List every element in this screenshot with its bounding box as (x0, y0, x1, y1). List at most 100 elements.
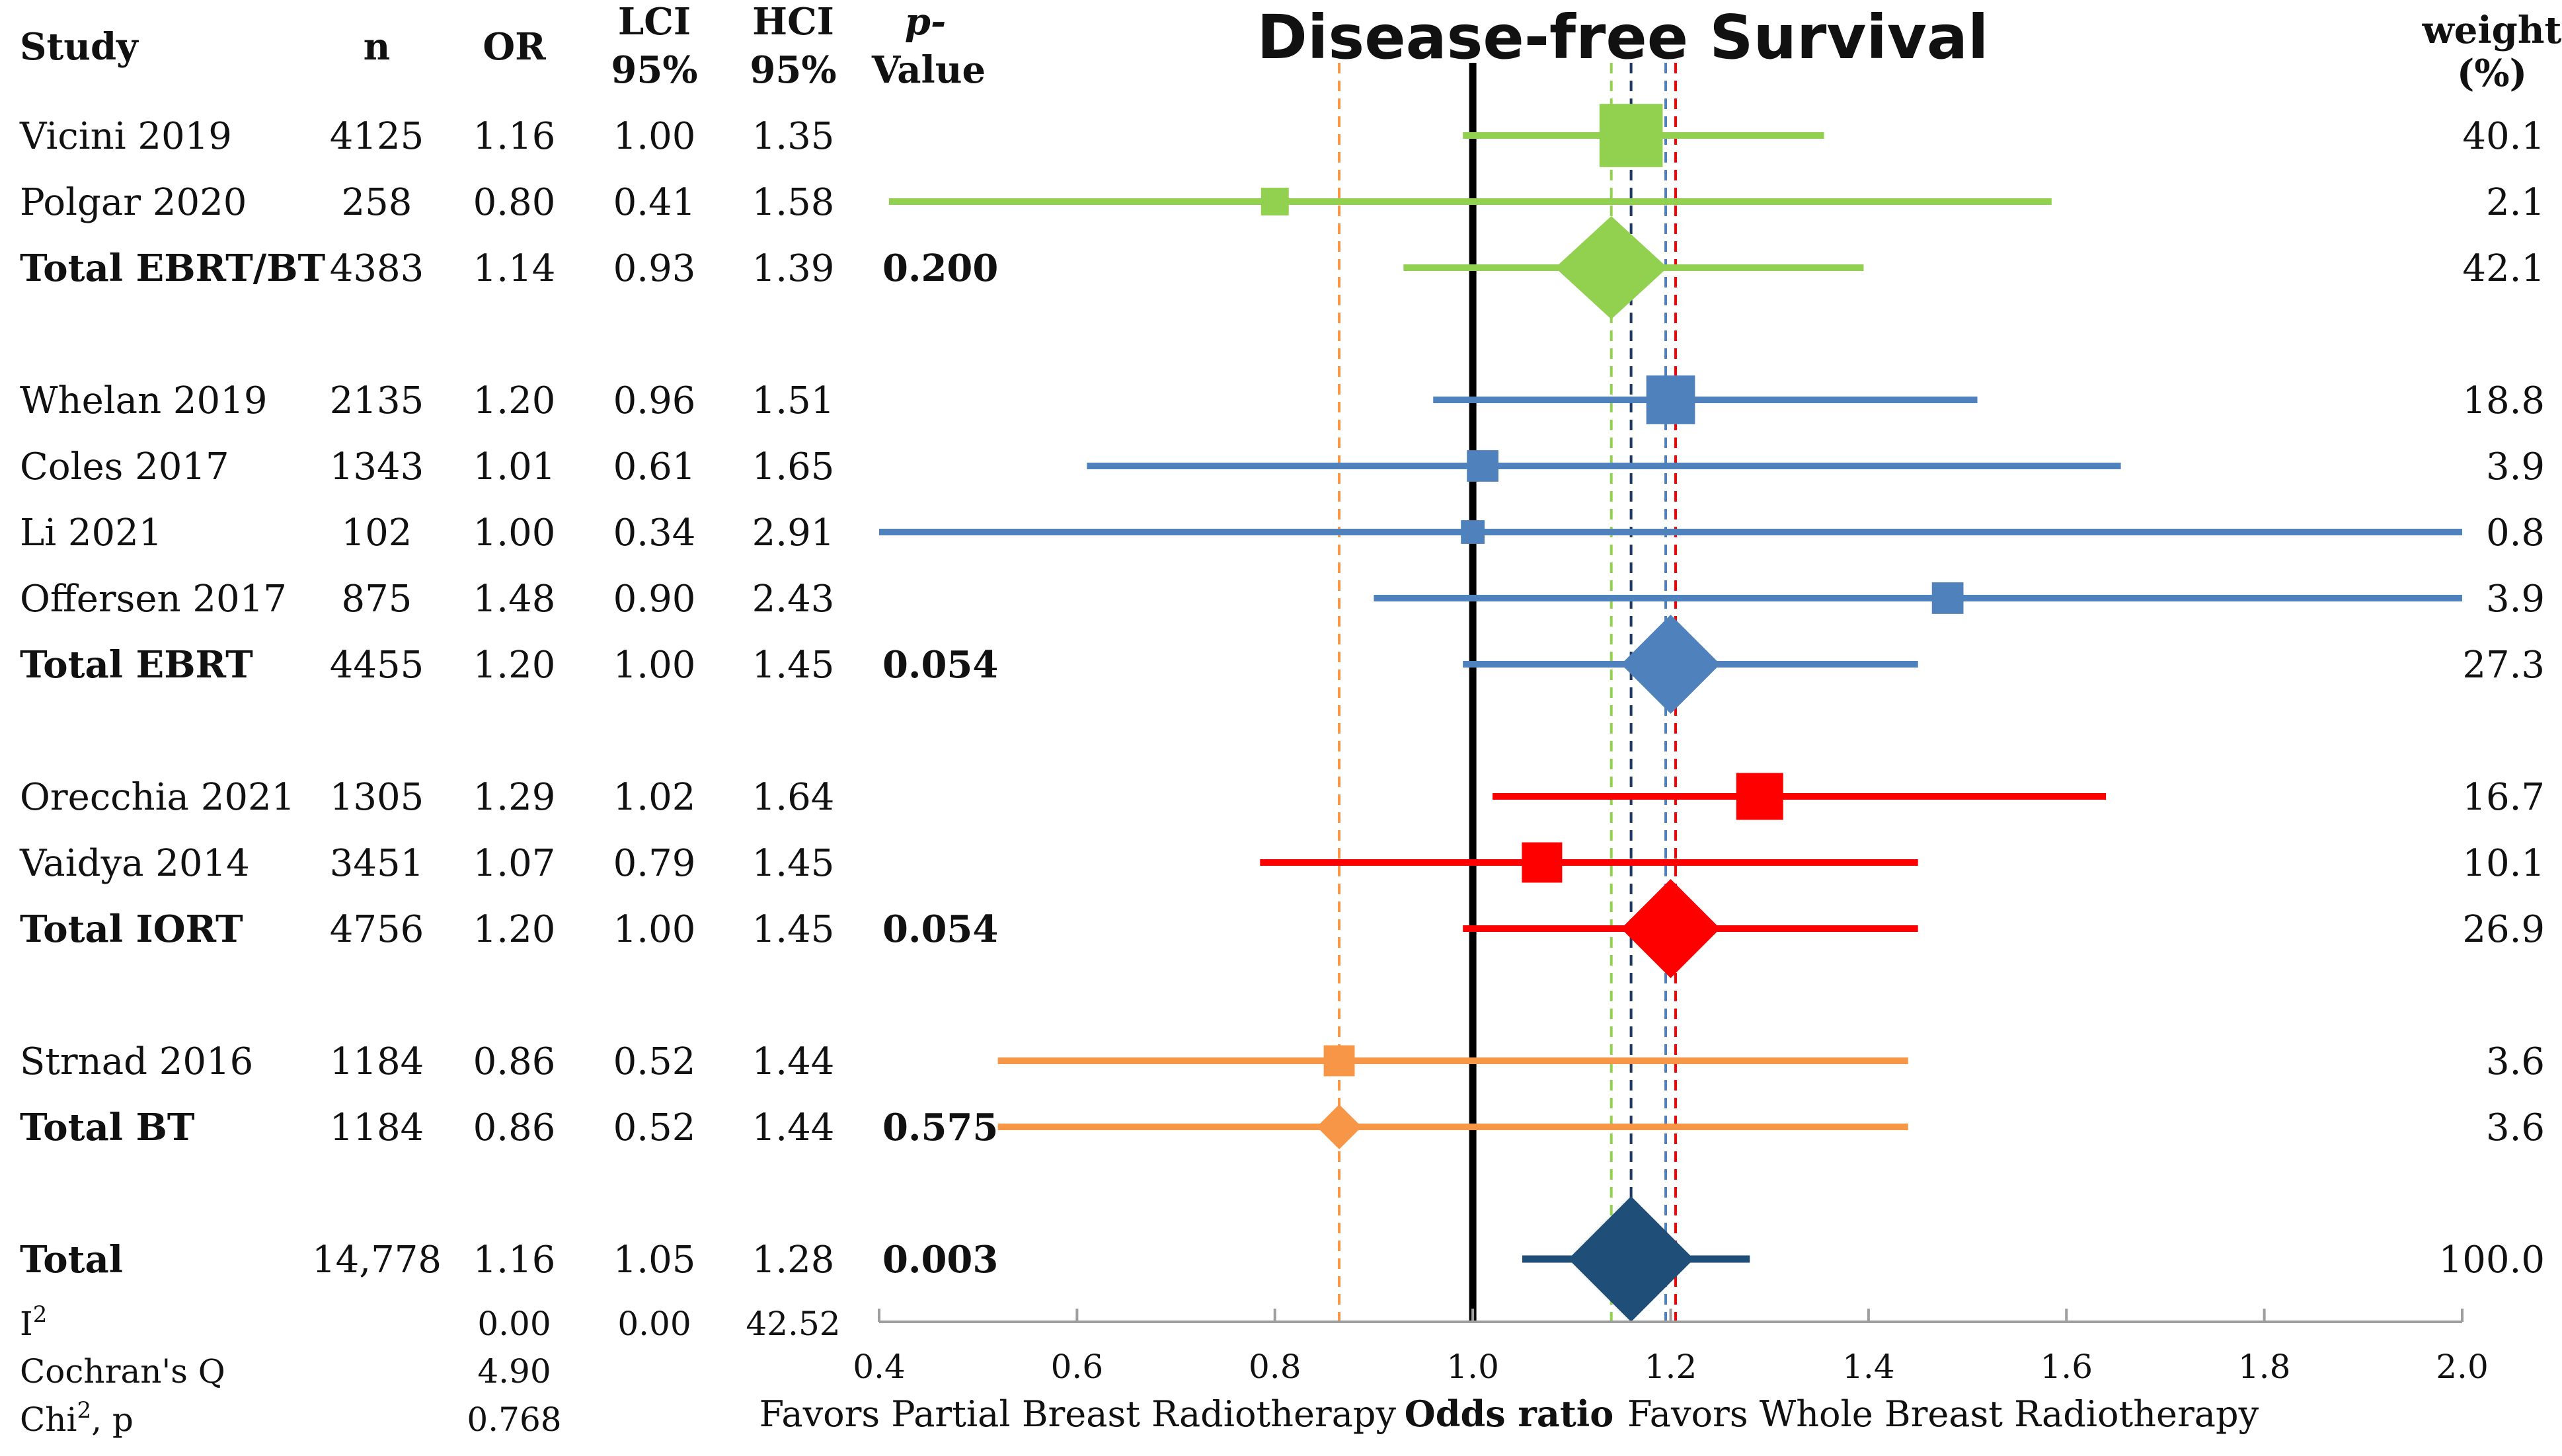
study-point-square (1261, 188, 1289, 215)
n-value: 4756 (330, 908, 424, 951)
hci-value: 1.35 (752, 115, 835, 158)
n-value: 258 (342, 181, 412, 224)
stat-label-sup: 2 (77, 1397, 91, 1424)
n-value: 3451 (330, 842, 424, 885)
weight-value: 42.1 (2462, 247, 2545, 290)
stat-label-main: Chi (20, 1400, 77, 1439)
weight-value: 18.8 (2462, 379, 2545, 422)
lci-value: 1.02 (613, 776, 696, 819)
x-tick-label: 1.6 (2040, 1348, 2093, 1386)
stat-label: Chi2, p (20, 1397, 134, 1439)
study-label: Li 2021 (20, 512, 162, 555)
x-tick-label: 2.0 (2436, 1348, 2489, 1386)
stat-lci: 0.00 (617, 1305, 691, 1343)
stat-label: Cochran's Q (20, 1352, 225, 1391)
hci-value: 1.45 (752, 644, 835, 687)
hci-value: 1.65 (752, 445, 835, 488)
subgroup-total-diamond (1621, 879, 1721, 978)
p-value: 0.575 (882, 1106, 998, 1149)
p-value: 0.003 (882, 1238, 998, 1282)
subgroup-total-diamond (1555, 216, 1668, 319)
study-label: Total EBRT/BT (20, 247, 326, 290)
subgroup-total-diamond (1317, 1104, 1362, 1149)
n-value: 102 (342, 512, 412, 555)
x-axis: 0.4 0.6 0.8 1.0 1.2 1.4 1.6 1.8 2.0 (853, 1309, 2489, 1386)
lci-value: 0.96 (613, 379, 696, 422)
lci-value: 1.05 (613, 1239, 696, 1282)
study-table: Vicini 2019 4125 1.16 1.00 1.35 40.1 Polgar 20… (19, 115, 2545, 1282)
stat-hci: 42.52 (746, 1305, 840, 1343)
p-value: 0.200 (882, 247, 998, 290)
stat-label-sup: 2 (33, 1301, 48, 1328)
p-value: 0.054 (882, 643, 998, 687)
weight-value: 16.7 (2462, 776, 2545, 819)
or-value: 1.16 (473, 115, 556, 158)
or-value: 1.07 (473, 842, 556, 885)
or-value: 0.80 (473, 181, 556, 224)
lci-value: 0.34 (613, 512, 696, 555)
or-value: 0.86 (473, 1040, 556, 1083)
subgroup-total-diamond (1621, 615, 1721, 714)
hci-value: 1.44 (752, 1106, 835, 1149)
study-label: Coles 2017 (20, 445, 229, 488)
study-label: Total BT (20, 1106, 195, 1149)
or-value: 1.48 (473, 578, 556, 621)
hci-value: 1.28 (752, 1239, 835, 1282)
stat-label-main: I (20, 1305, 33, 1343)
study-point-square (1599, 104, 1663, 167)
n-value: 2135 (330, 379, 424, 422)
hci-value: 1.45 (752, 908, 835, 951)
lci-value: 1.00 (613, 644, 696, 687)
stat-label-tail: , p (91, 1400, 134, 1439)
study-point-square (1736, 773, 1783, 820)
study-label: Polgar 2020 (20, 181, 247, 224)
lci-value: 0.52 (613, 1040, 696, 1083)
n-value: 875 (342, 578, 412, 621)
study-label: Strnad 2016 (20, 1040, 253, 1083)
hci-value: 1.58 (752, 181, 835, 224)
or-value: 1.14 (473, 247, 556, 290)
weight-value: 100.0 (2439, 1239, 2545, 1282)
study-label: Orecchia 2021 (20, 776, 295, 819)
weight-value: 2.1 (2486, 181, 2545, 224)
lci-value: 1.00 (613, 115, 696, 158)
n-value: 4125 (330, 115, 424, 158)
study-label: Vaidya 2014 (19, 842, 250, 885)
hci-value: 2.91 (752, 512, 835, 555)
x-tick-label: 1.8 (2238, 1348, 2291, 1386)
study-label: Whelan 2019 (20, 379, 267, 422)
lci-value: 0.41 (613, 181, 696, 224)
hci-value: 1.51 (752, 379, 835, 422)
or-value: 1.00 (473, 512, 556, 555)
n-value: 4455 (330, 644, 424, 687)
weight-value: 40.1 (2462, 115, 2545, 158)
or-value: 1.29 (473, 776, 556, 819)
hci-value: 1.39 (752, 247, 835, 290)
hci-value: 1.44 (752, 1040, 835, 1083)
or-value: 1.01 (473, 445, 556, 488)
header-weight-pct: (%) (2457, 52, 2527, 95)
stat-or: 4.90 (477, 1352, 551, 1391)
lci-value: 0.93 (613, 247, 696, 290)
study-label: Vicini 2019 (19, 115, 232, 158)
or-value: 1.20 (473, 379, 556, 422)
study-label: Total (20, 1238, 123, 1282)
lci-value: 0.79 (613, 842, 696, 885)
stat-label: I2 (20, 1301, 47, 1343)
weight-value: 27.3 (2462, 644, 2545, 687)
or-value: 1.20 (473, 908, 556, 951)
forest-markers (879, 104, 2462, 1322)
p-value: 0.054 (882, 907, 998, 951)
lci-value: 0.61 (613, 445, 696, 488)
study-point-square (1522, 842, 1563, 883)
overall-total-diamond (1568, 1196, 1694, 1322)
or-value: 1.20 (473, 644, 556, 687)
header-n: n (364, 25, 391, 69)
hci-value: 2.43 (752, 578, 835, 621)
header-hci-95: 95% (750, 48, 836, 92)
lci-value: 0.90 (613, 578, 696, 621)
weight-value: 26.9 (2462, 908, 2545, 951)
study-point-square (1467, 450, 1498, 482)
weight-value: 3.6 (2486, 1040, 2545, 1083)
